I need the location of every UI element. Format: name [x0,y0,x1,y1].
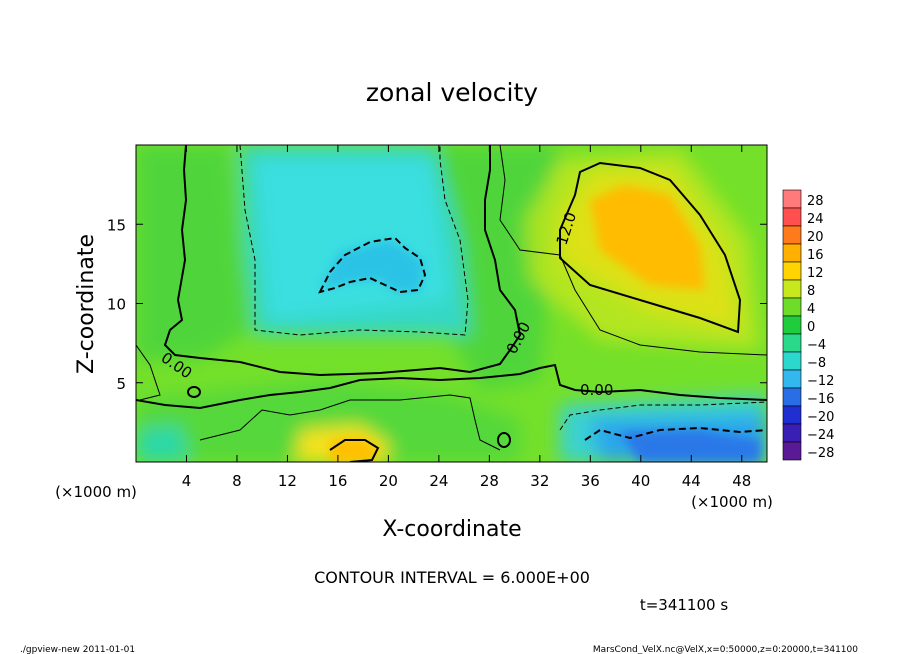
contour-negative-upper-outer [239,145,469,336]
contour-negative-lower-outer [559,401,767,431]
colorbar-label: −8 [807,356,826,371]
colorbar-label: 28 [807,194,824,209]
x-tick-label: 44 [682,472,701,490]
y-axis-title: Z-coordinate [74,234,99,374]
contour-zero-lower [136,363,767,410]
field-negative-core [320,240,425,292]
contour-label-zero-2: 0.00 [580,381,613,399]
contour-interval-label: CONTOUR INTERVAL = 6.000E+00 [314,568,590,587]
contour-small-loop-2 [497,432,512,448]
colorbar-label: −20 [807,410,834,425]
field-positive-lower-core [330,437,378,462]
field-green-lower [136,380,520,462]
field-negative-upper-core [255,160,450,320]
field-negative-lower-core [620,430,760,462]
y-tick-label: 10 [107,296,126,314]
colorbar-swatch [782,207,802,227]
colorbar-label: −4 [807,338,826,353]
x-tick-label: 12 [278,472,297,490]
x-tick-label: 8 [232,472,242,490]
x-tick-label: 28 [480,472,499,490]
colorbar-swatch [782,261,802,281]
field-green-band-left [136,145,250,360]
colorbar-label: 16 [807,248,824,263]
contour-6-right [499,145,767,356]
colorbar-label: 20 [807,230,824,245]
x-unit-label-left: (×1000 m) [55,483,137,501]
colorbar-swatch [782,297,802,317]
y-tick-label: 5 [116,375,126,393]
x-unit-label-right: (×1000 m) [691,493,773,511]
chart-title: zonal velocity [366,78,538,107]
colorbar-label: 12 [807,266,824,281]
contour-6-left [136,344,161,401]
y-axis: 5 10 15 [107,216,767,393]
contour-zero-left [163,145,522,377]
x-tick-label: 48 [732,472,751,490]
y-tick-label: 15 [107,216,126,234]
colorbar-swatch [782,189,802,209]
footer-left: ./gpview-new 2011-01-01 [20,645,135,654]
colorbar-swatch [782,441,802,461]
contour-positive-lower-patch [329,439,380,462]
colorbar-label: −28 [807,446,834,461]
x-tick-label: 36 [581,472,600,490]
x-tick-label: 4 [182,472,192,490]
colorbar-swatch [782,279,802,299]
x-axis-title: X-coordinate [382,517,521,542]
x-tick-label: 20 [379,472,398,490]
colorbar-swatch [782,315,802,335]
x-tick-label: 32 [530,472,549,490]
footer-right: MarsCond_VelX.nc@VelX,x=0:50000,z=0:2000… [593,645,858,654]
colorbar-swatch [782,423,802,443]
field-cyan-lower-left [136,425,190,462]
colorbar-label: 4 [807,302,815,317]
contour-12 [559,161,742,334]
colorbar-swatch [782,387,802,407]
colorbar-label: 0 [807,320,815,335]
contour-negative-upper-inner [318,236,427,294]
colorbar-swatch [782,225,802,245]
contour-small-loop-1 [187,386,202,398]
contour-lines [136,145,767,462]
plot-area: 12.0 0.00 0.00 0.00 [136,145,767,462]
colorbar-label: −16 [807,392,834,407]
colorbar-label: −24 [807,428,834,443]
colorbar-swatch [782,333,802,353]
x-tick-label: 16 [328,472,347,490]
contour-6-lower [199,394,501,451]
colorbar-label: −12 [807,374,834,389]
x-tick-label: 40 [631,472,650,490]
colorbar-swatch [782,243,802,263]
colorbar-label: 24 [807,212,824,227]
colorbar-swatch [782,351,802,371]
colorbar-swatch [782,369,802,389]
colorbar-swatch [782,405,802,425]
x-axis: 4 8 12 16 20 24 28 32 36 40 44 48 [182,145,751,490]
x-tick-label: 24 [429,472,448,490]
field-positive-core [590,185,705,290]
time-label: t=341100 s [640,596,728,614]
contour-negative-lower-inner [584,426,767,441]
colorbar-label: 8 [807,284,815,299]
colorbar: 28 24 20 16 12 8 4 0 −4 −8 −12 −16 −20 −24 −28 [782,189,834,461]
